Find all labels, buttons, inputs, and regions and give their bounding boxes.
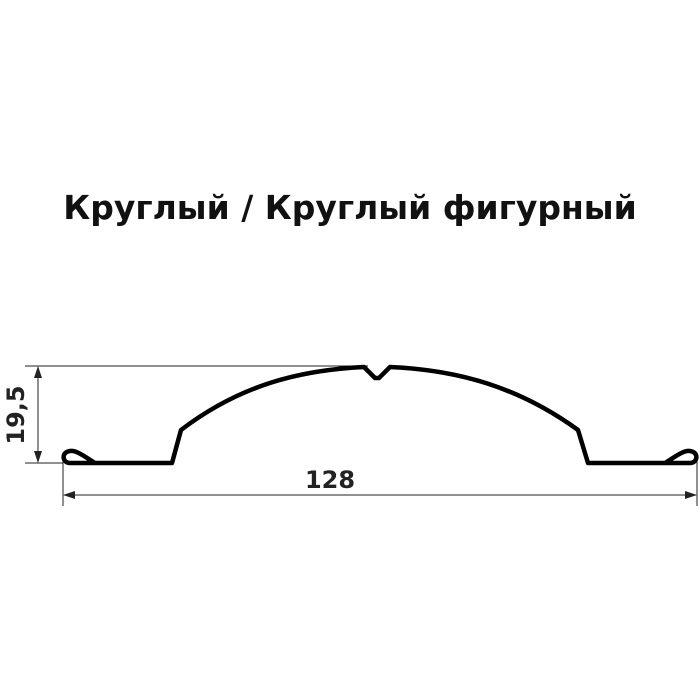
profile-outline (61, 364, 699, 466)
height-dimension-label: 19,5 (2, 385, 30, 444)
width-dimension-label: 128 (305, 466, 355, 494)
diagram-title: Круглый / Круглый фигурный (63, 188, 637, 227)
